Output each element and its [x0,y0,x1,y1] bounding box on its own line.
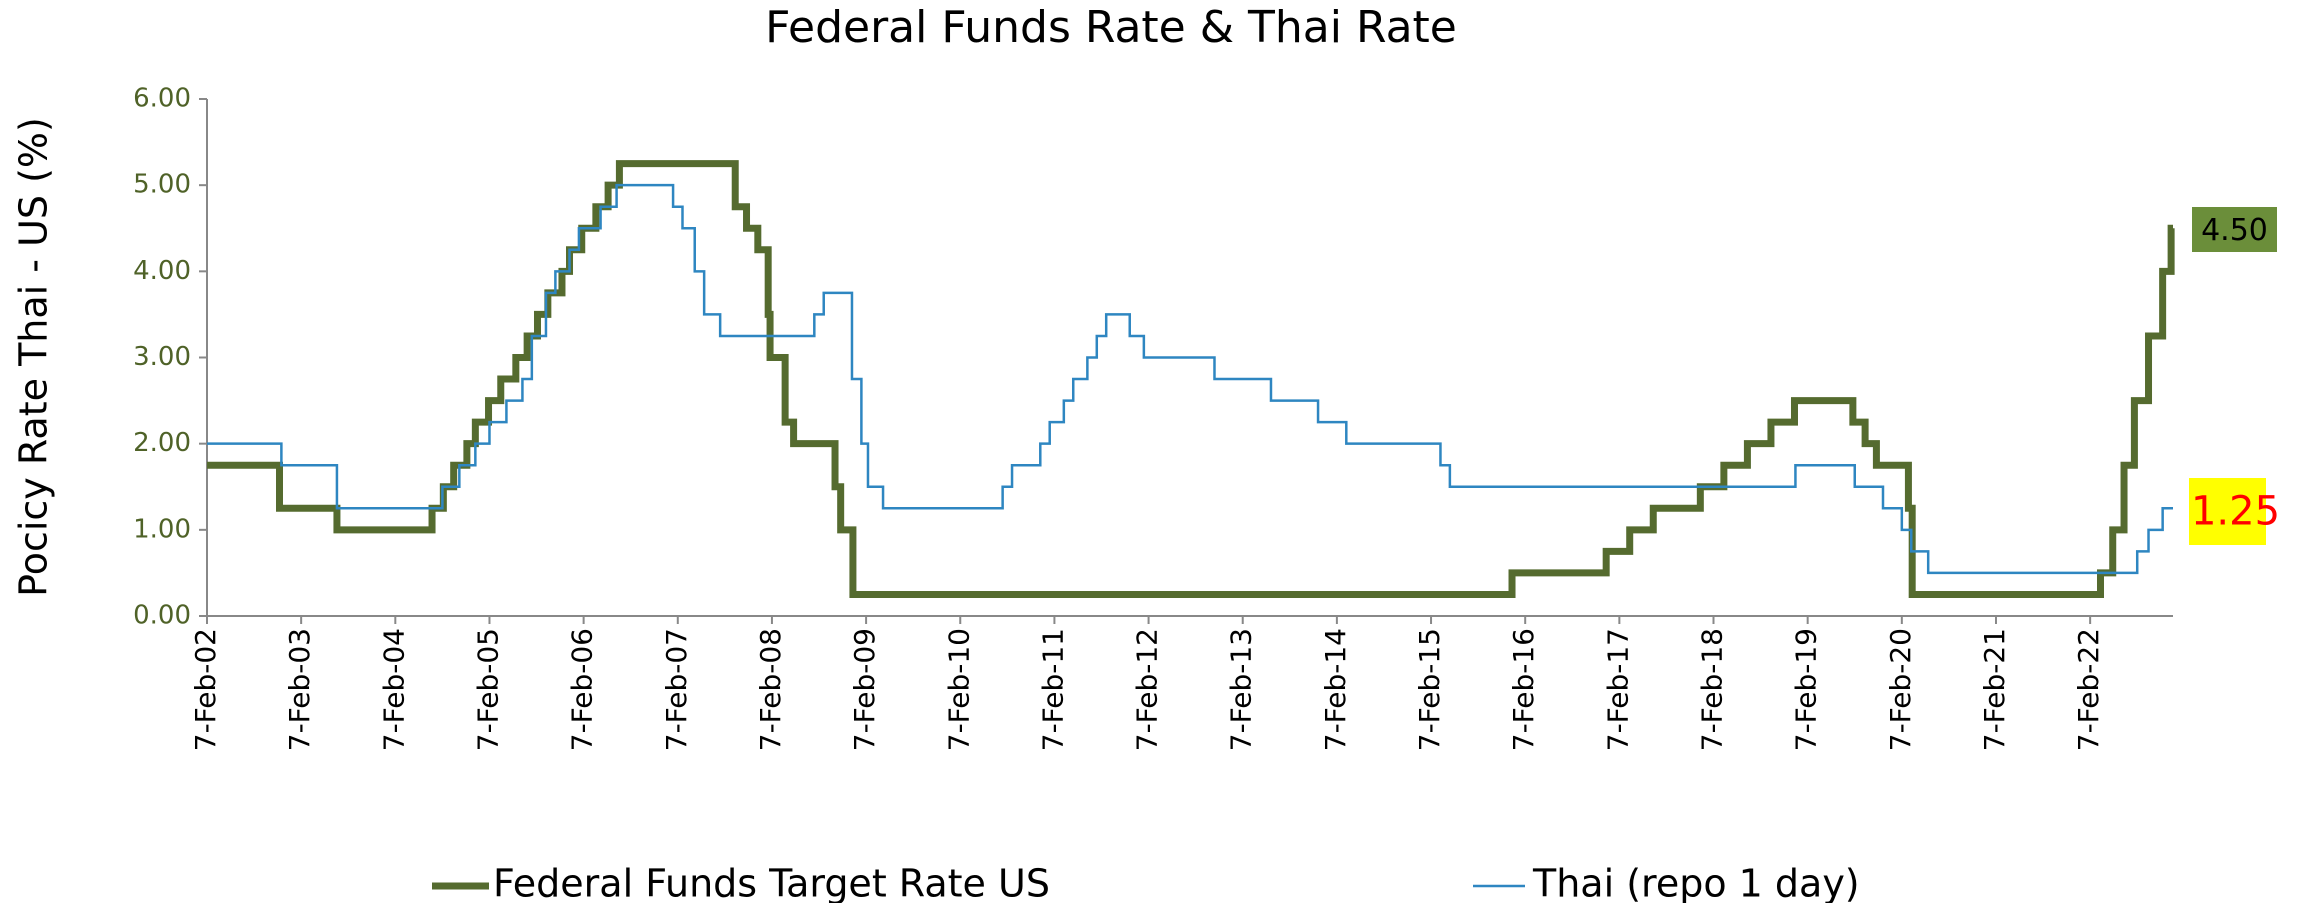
x-tick-label: 7-Feb-13 [1225,628,1258,751]
x-tick-label: 7-Feb-17 [1601,628,1634,751]
line-series [207,160,2175,598]
x-tick-label: 7-Feb-07 [660,628,693,751]
x-tick-label: 7-Feb-04 [377,628,410,751]
x-tick-label: 7-Feb-19 [1790,628,1823,751]
x-tick-label: 7-Feb-08 [754,628,787,751]
x-tick-label: 7-Feb-06 [566,628,599,751]
end-label-box [2189,478,2266,545]
x-tick-label: 7-Feb-10 [942,628,975,751]
legend-label: Thai (repo 1 day) [1532,862,1860,903]
legend-label: Federal Funds Target Rate US [493,862,1050,903]
y-tick-label: 1.00 [133,514,191,544]
line-series [207,183,2173,575]
x-tick-label: 7-Feb-11 [1036,628,1069,751]
x-tick-label: 7-Feb-22 [2072,628,2105,751]
x-tick-label: 7-Feb-20 [1884,628,1917,751]
x-tick-label: 7-Feb-18 [1696,628,1729,751]
end-label-box [2192,207,2277,252]
end-label: 1.25 [2191,489,2280,535]
end-label: 4.50 [2201,213,2268,248]
y-tick-label: 2.00 [133,428,191,458]
x-tick-label: 7-Feb-05 [471,628,504,751]
y-tick-label: 5.00 [133,170,191,200]
y-axis-label: Pocicy Rate Thai - US (%) [12,117,56,597]
x-tick-label: 7-Feb-16 [1507,628,1540,751]
x-tick-label: 7-Feb-14 [1319,628,1352,751]
x-tick-label: 7-Feb-21 [1978,628,2011,751]
y-tick-label: 6.00 [133,84,191,114]
y-tick-label: 4.00 [133,256,191,286]
chart-title: Federal Funds Rate & Thai Rate [765,2,1457,53]
x-tick-label: 7-Feb-15 [1413,628,1446,751]
y-tick-label: 0.00 [133,601,191,631]
x-tick-label: 7-Feb-12 [1131,628,1164,751]
x-tick-label: 7-Feb-02 [189,628,222,751]
x-tick-label: 7-Feb-09 [848,628,881,751]
x-tick-label: 7-Feb-03 [283,628,316,751]
y-tick-label: 3.00 [133,342,191,372]
